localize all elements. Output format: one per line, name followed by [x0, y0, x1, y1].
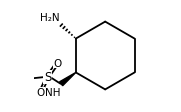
Text: O: O — [53, 58, 61, 68]
Text: H₂N: H₂N — [40, 13, 59, 22]
Polygon shape — [60, 73, 76, 86]
Text: NH: NH — [45, 87, 60, 97]
Text: O: O — [36, 88, 45, 98]
Text: S: S — [44, 71, 51, 84]
